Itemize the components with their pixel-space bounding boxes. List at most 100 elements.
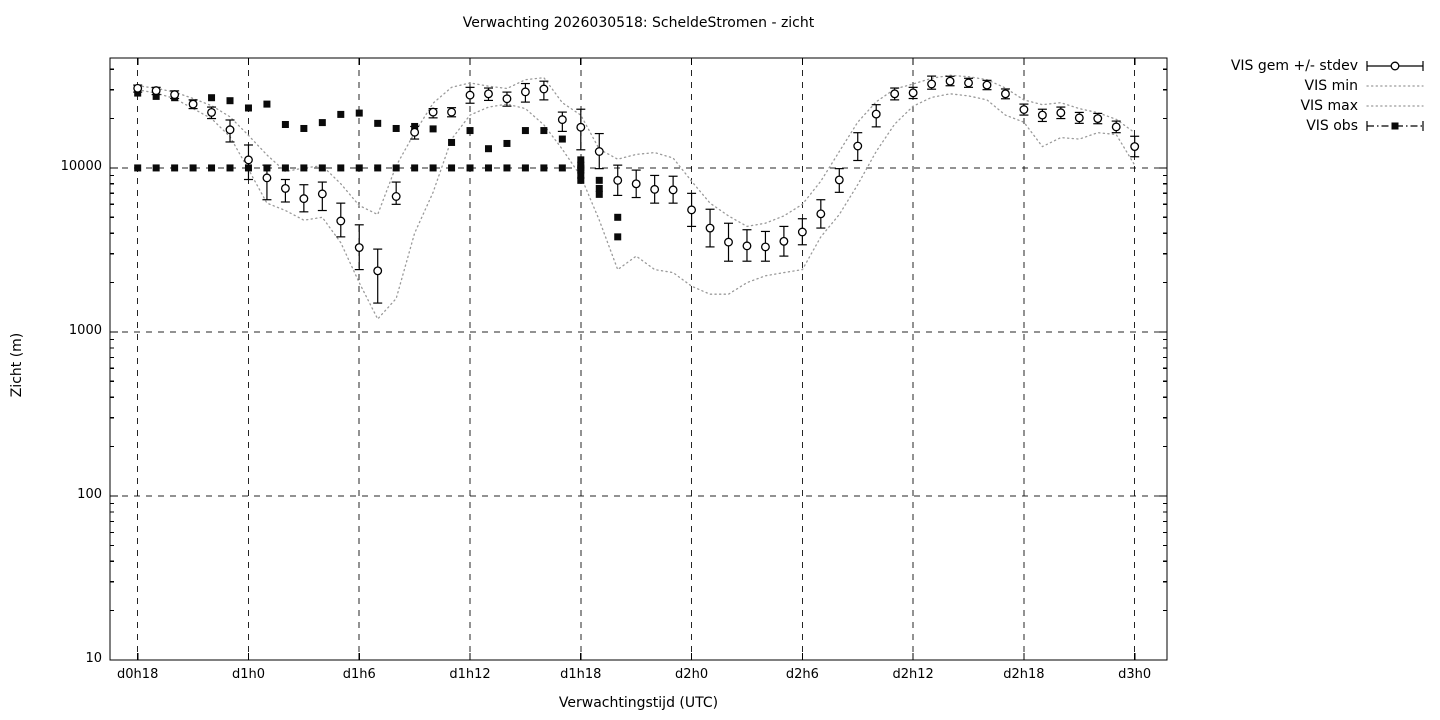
obs-point [337,164,345,172]
gem-point [354,243,364,253]
gem-point [502,94,512,104]
gem-point [170,90,180,100]
obs-point [558,135,566,143]
obs-point [540,164,548,172]
obs-point [300,124,308,132]
obs-point [558,164,566,172]
obs-point [429,125,437,133]
obs-point [300,164,308,172]
y-tick-label: 10 [85,651,102,666]
obs-point [134,89,142,97]
gem-point [650,184,660,194]
obs-point [208,164,216,172]
y-tick-label: 10000 [60,158,102,174]
obs-point [595,176,603,184]
x-tick-label: d1h6 [342,667,376,682]
obs-point [521,164,529,172]
obs-point [429,164,437,172]
gem-point [631,179,641,189]
gem-point [1111,122,1121,132]
gem-point [1037,110,1047,120]
chart-title: Verwachting 2026030518: ScheldeStromen -… [462,15,815,31]
obs-point [374,164,382,172]
legend-sample-errorbar-circle-icon [1366,60,1424,71]
obs-point [484,145,492,153]
obs-point [392,164,400,172]
obs-point [152,164,160,172]
obs-point [595,184,603,192]
gem-point [1093,114,1103,124]
gem-point [779,236,789,246]
gem-point [964,78,973,88]
gem-point [188,99,198,109]
gem-point [465,90,475,100]
gem-point [871,109,881,119]
gem-point [687,205,697,215]
gem-point [539,84,549,94]
legend-row-min: VIS min [1305,76,1426,95]
obs-point [577,171,585,179]
gem-point [927,79,937,89]
gem-point [834,175,844,185]
gem-point [373,266,383,276]
gem-point [613,175,623,185]
legend-row-max: VIS max [1300,96,1426,115]
gem-point [262,173,272,183]
gem-point [317,189,327,199]
obs-point [171,164,179,172]
x-tick-label: d2h18 [1003,667,1045,682]
gem-point [1000,89,1010,99]
legend-label-obs: VIS obs [1306,117,1358,134]
x-tick-label: d1h0 [231,667,265,682]
gem-point [280,183,290,193]
gem-point [668,185,678,195]
legend-row-obs: VIS obs [1306,116,1426,135]
obs-point [152,92,160,100]
gem-point [484,89,493,99]
obs-point [540,127,548,135]
legend-label-gem: VIS gem +/- stdev [1230,57,1358,74]
legend-label-max: VIS max [1300,97,1358,114]
gem-point [428,107,438,117]
obs-point [392,124,400,132]
obs-point [244,104,252,112]
gem-point [207,107,216,117]
gem-point [945,76,955,86]
obs-point [521,127,529,135]
obs-point [374,119,382,127]
obs-point [318,119,326,127]
gem-point [742,241,752,251]
y-tick-label: 1000 [68,322,102,338]
obs-point [466,164,474,172]
obs-point [134,164,142,172]
gem-point [797,227,807,237]
gem-point [557,115,567,125]
obs-point [337,110,345,118]
series-max-line [137,74,1136,228]
obs-point [614,233,622,241]
obs-point [484,164,492,172]
gem-point [760,242,770,252]
x-tick-label: d2h0 [675,667,709,682]
obs-point [503,164,511,172]
x-tick-label: d2h6 [785,667,819,682]
gem-point [520,87,530,97]
obs-point [577,156,585,164]
legend-sample-errorbar-square-icon [1366,120,1424,131]
gem-point [908,88,918,98]
gem-point [225,125,235,135]
obs-point [189,164,197,172]
gem-point [724,237,733,247]
obs-point [244,164,252,172]
gem-point [1130,142,1140,152]
obs-point [466,127,474,135]
gem-point [982,80,992,90]
obs-point [577,166,585,174]
gem-point [410,127,420,137]
obs-point [355,109,363,117]
x-tick-label: d2h12 [892,667,934,682]
gem-point [133,83,143,93]
gem-point [705,223,715,233]
plot-border [109,57,1168,661]
gem-point [336,216,346,226]
